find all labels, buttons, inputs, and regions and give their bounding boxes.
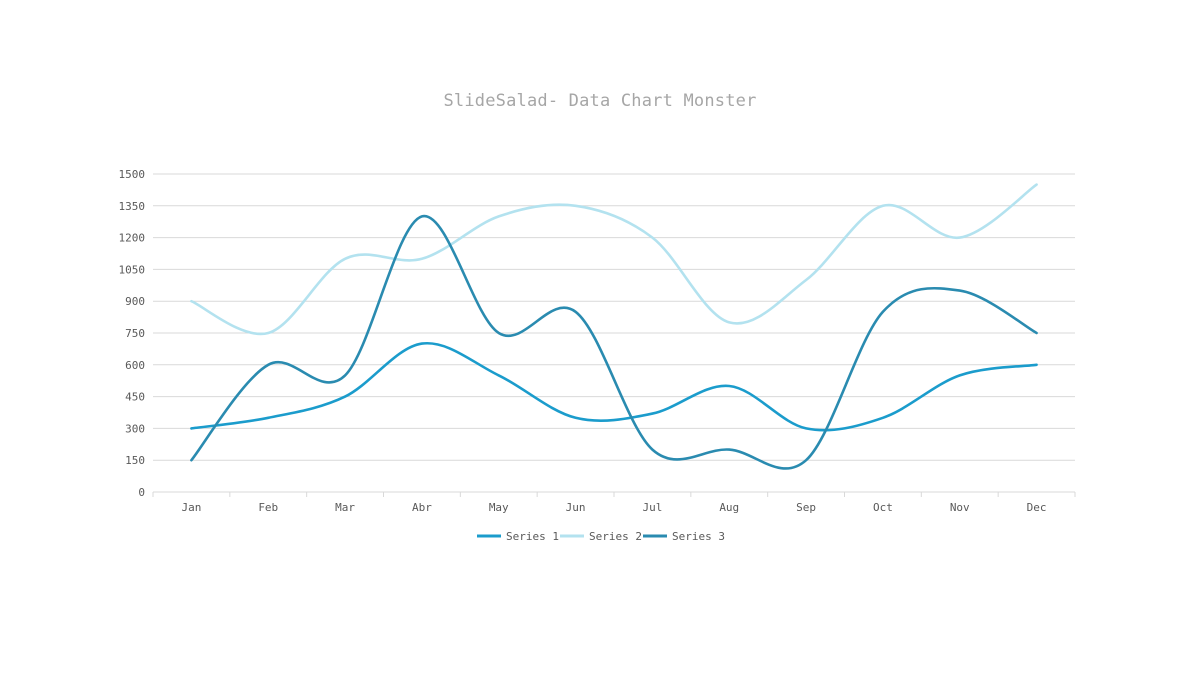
y-tick-label: 0 — [138, 486, 145, 499]
x-tick-label: Oct — [873, 501, 893, 514]
y-tick-label: 1350 — [119, 200, 146, 213]
y-tick-label: 150 — [125, 454, 145, 467]
legend-label: Series 1 — [506, 530, 559, 543]
y-tick-label: 1200 — [119, 232, 146, 245]
y-tick-label: 750 — [125, 327, 145, 340]
x-tick-label: May — [489, 501, 509, 514]
chart-title: SlideSalad- Data Chart Monster — [443, 91, 756, 111]
legend-label: Series 3 — [672, 530, 725, 543]
x-tick-label: Dec — [1027, 501, 1047, 514]
series-line-1 — [190, 341, 1038, 432]
y-tick-label: 1500 — [119, 168, 146, 181]
legend-item-series-3: Series 3 — [643, 530, 725, 543]
legend-item-series-2: Series 2 — [560, 530, 642, 543]
series-line-2 — [190, 183, 1038, 336]
x-axis-tick-labels: Jan Feb Mar Abr May Jun Jul Aug Sep Oct Nov Dec — [181, 501, 1046, 514]
y-tick-label: 1050 — [119, 263, 146, 276]
x-tick-label: Abr — [412, 501, 432, 514]
x-tick-label: Jun — [566, 501, 586, 514]
x-tick-label: Feb — [258, 501, 278, 514]
x-tick-label: Aug — [719, 501, 739, 514]
y-tick-label: 450 — [125, 391, 145, 404]
y-axis-tick-labels: 0 150 300 450 600 750 900 1050 1200 1350 1500 — [119, 168, 146, 499]
x-tick-label: Jan — [181, 501, 201, 514]
legend-label: Series 2 — [589, 530, 642, 543]
x-axis — [152, 491, 1076, 497]
legend-item-series-1: Series 1 — [477, 530, 559, 543]
y-tick-label: 900 — [125, 295, 145, 308]
x-tick-label: Mar — [335, 501, 355, 514]
legend: Series 1 Series 2 Series 3 — [477, 530, 725, 543]
series-line-3 — [190, 215, 1038, 470]
y-tick-label: 300 — [125, 422, 145, 435]
x-tick-label: Nov — [950, 501, 970, 514]
x-tick-label: Sep — [796, 501, 816, 514]
x-tick-label: Jul — [642, 501, 662, 514]
series-lines — [190, 183, 1038, 470]
gridlines — [153, 173, 1075, 461]
y-tick-label: 600 — [125, 359, 145, 372]
